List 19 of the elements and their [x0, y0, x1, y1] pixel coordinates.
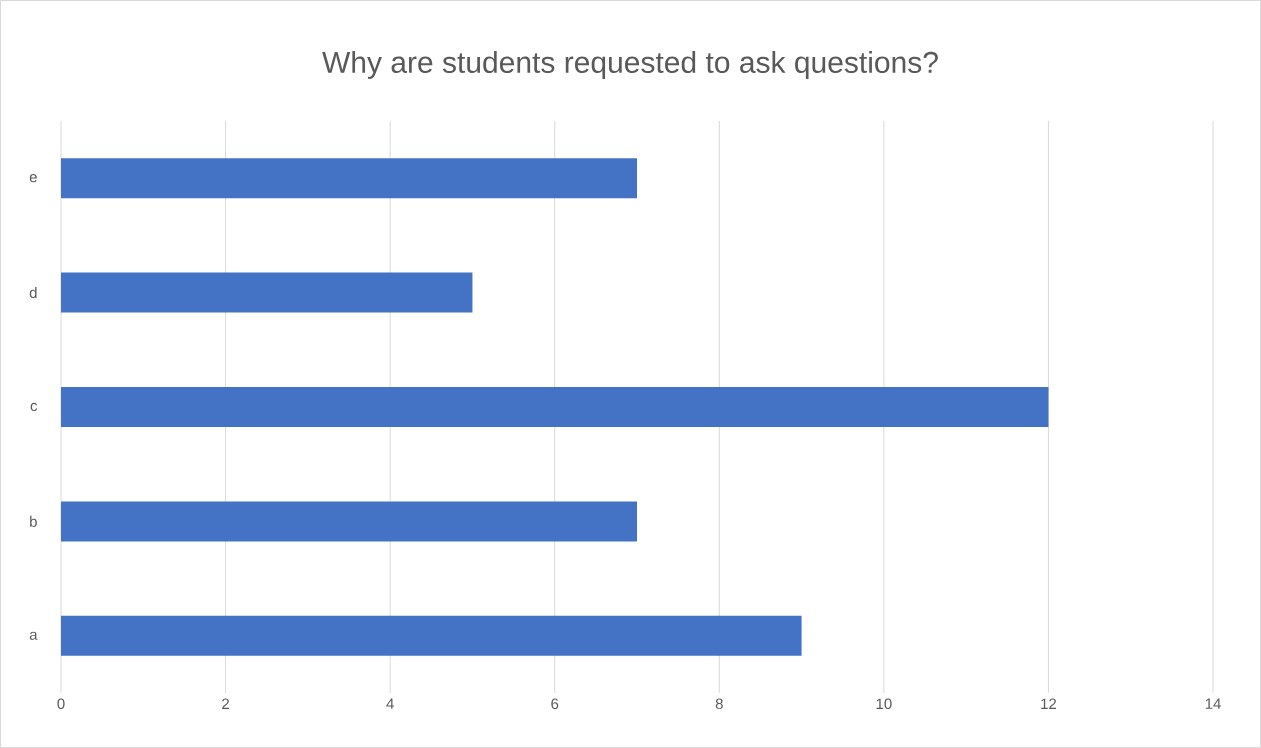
bar — [61, 501, 638, 542]
bar — [61, 158, 638, 199]
y-tick-label: c — [30, 402, 38, 412]
x-tick-label: 14 — [1205, 698, 1221, 709]
x-tick-label: 4 — [386, 698, 394, 709]
x-tick-label: 8 — [715, 698, 723, 710]
bar — [61, 615, 802, 656]
x-tick-label: 10 — [876, 698, 892, 710]
x-tick-label: 0 — [57, 698, 65, 710]
bar — [61, 386, 1049, 427]
y-tick-label: e — [29, 174, 37, 183]
bar — [61, 272, 473, 313]
x-tick-label: 2 — [222, 698, 229, 709]
chart-title: Why are students requested to ask questions? — [322, 51, 938, 79]
y-tick-label: a — [29, 631, 38, 640]
x-tick-label: 12 — [1041, 698, 1057, 709]
x-tick-label: 6 — [551, 698, 559, 710]
y-tick-label: b — [30, 515, 37, 527]
y-tick-label: d — [29, 287, 37, 299]
